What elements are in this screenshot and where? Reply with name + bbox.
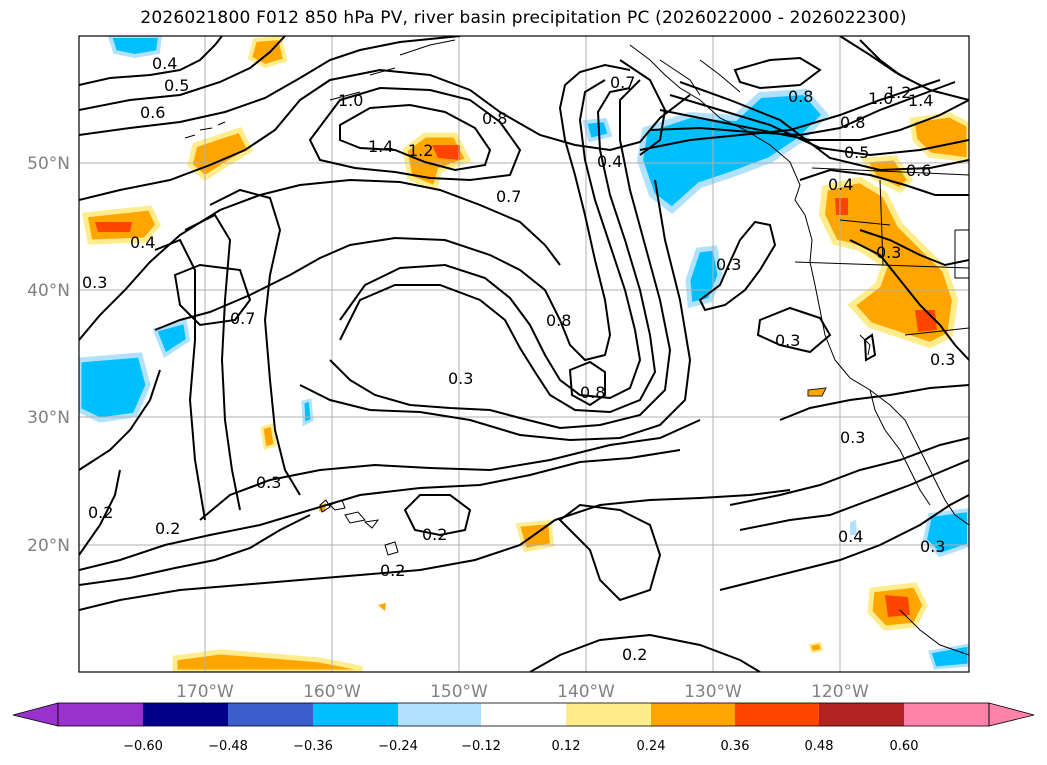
colorbar-segment [398,703,481,726]
lat-label: 20°N [27,536,70,556]
contour-label: 0.3 [448,369,473,388]
contour-label: 1.4 [908,91,933,110]
colorbar-tick: 0.60 [890,739,919,754]
lat-label: 30°N [27,408,70,428]
colorbar-segment [904,703,989,726]
colorbar-segment [819,703,904,726]
colorbar-segment [58,703,143,726]
colorbar-tick: −0.24 [378,739,418,754]
contour-label: 0.3 [716,255,741,274]
colorbar-tick: 0.12 [552,739,581,754]
contour-label: 0.7 [610,73,635,92]
lon-label: 170°W [176,682,234,702]
colorbar-tick-labels: −0.60 −0.48 −0.36 −0.24 −0.12 0.12 0.24 … [123,739,918,754]
contour-label: 1.0 [338,91,363,110]
contour-label: 0.2 [422,525,447,544]
contour-label: 0.2 [88,503,113,522]
contour-label: 0.3 [930,350,955,369]
lat-label: 50°N [27,154,70,174]
contour-label: 0.4 [838,527,863,546]
contour-label: 1.4 [368,137,393,156]
lat-label: 40°N [27,281,70,301]
longitude-labels: 170°W 160°W 150°W 140°W 130°W 120°W [176,682,869,702]
colorbar-tick: 0.24 [637,739,666,754]
lon-label: 150°W [430,682,488,702]
colorbar-segment [735,703,819,726]
contour-label: 1.2 [408,141,433,160]
contour-label: 0.3 [920,537,945,556]
contour-label: 0.8 [482,109,507,128]
colorbar-segment [566,703,651,726]
colorbar-segment [143,703,228,726]
contour-label: 0.8 [840,113,865,132]
contour-label: 0.4 [828,175,853,194]
lon-label: 120°W [811,682,869,702]
coastlines [184,39,969,656]
colorbar-over-arrow [988,702,1035,727]
contour-label: 0.8 [788,87,813,106]
colorbar-tick: −0.48 [208,739,248,754]
pv-contours [79,36,969,672]
lon-label: 160°W [303,682,361,702]
contour-label: 0.5 [164,76,189,95]
colorbar-tick: −0.36 [293,739,333,754]
contour-label: 0.4 [130,233,155,252]
contour-label: 1.0 [868,89,893,108]
colorbar-tick: 0.48 [805,739,834,754]
latitude-labels: 50°N 40°N 30°N 20°N [27,154,70,556]
colorbar-segment [651,703,735,726]
map-title: 2026021800 F012 850 hPa PV, river basin … [140,8,907,28]
contour-label: 0.3 [82,273,107,292]
contour-label: 0.6 [906,161,931,180]
gridlines [79,36,969,672]
contour-label: 0.7 [230,309,255,328]
contour-label: 0.4 [152,54,177,73]
colorbar: −0.60 −0.48 −0.36 −0.24 −0.12 0.12 0.24 … [12,702,1035,754]
colorbar-tick: −0.12 [461,739,501,754]
contour-label: 0.3 [256,473,281,492]
contour-label: 0.2 [380,561,405,580]
contour-label: 0.3 [775,331,800,350]
lon-label: 140°W [557,682,615,702]
contour-label: 1.2 [886,83,911,102]
contour-label: 0.6 [140,103,165,122]
colorbar-under-arrow [12,702,59,727]
contour-label: 0.8 [546,311,571,330]
contour-label: 0.3 [876,243,901,262]
colorbar-segment [313,703,398,726]
contour-label: 0.5 [844,143,869,162]
contour-label: 0.2 [155,519,180,538]
map-frame [78,35,970,673]
colorbar-segment [228,703,313,726]
contour-label: 0.4 [597,152,622,171]
contour-labels: 0.4 0.5 0.6 1.0 1.4 1.2 0.8 0.7 0.7 0.4 … [82,54,955,664]
contour-label: 0.7 [496,187,521,206]
contour-label: 0.3 [840,428,865,447]
lon-label: 130°W [684,682,742,702]
colorbar-segment [481,703,566,726]
map-panel: 0.4 0.5 0.6 1.0 1.4 1.2 0.8 0.7 0.7 0.4 … [79,36,969,672]
contour-label: 0.2 [622,645,647,664]
colorbar-tick: 0.36 [721,739,750,754]
colorbar-tick: −0.60 [123,739,163,754]
contour-label: 0.8 [580,383,605,402]
